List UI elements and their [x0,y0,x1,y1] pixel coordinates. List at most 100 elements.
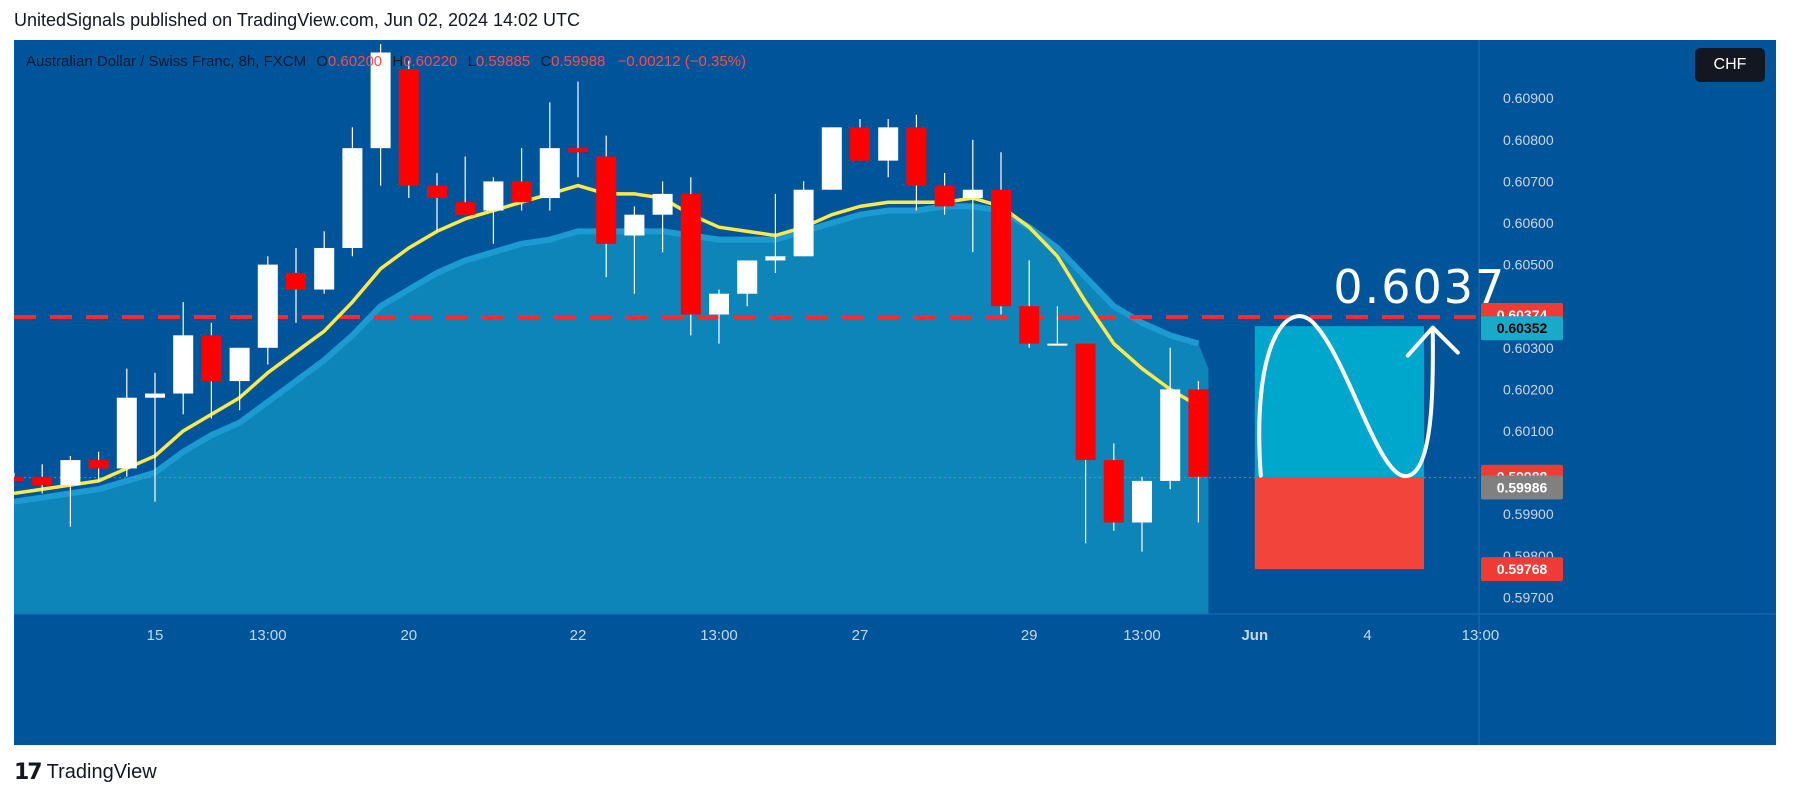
candle[interactable] [173,302,194,415]
projection-curve[interactable] [1257,314,1435,478]
price-tag-marker-bg [1481,475,1563,500]
price-tick-label: 0.60600 [1503,215,1554,231]
candle[interactable] [568,81,588,178]
candle-body [370,52,391,149]
candle[interactable] [1047,306,1068,346]
candle-body [934,185,955,207]
candle-body [680,193,701,315]
candle[interactable] [1132,476,1152,552]
candle[interactable] [709,289,729,344]
candle[interactable] [342,127,363,257]
candle-body [483,181,504,211]
publish-header: UnitedSignals published on TradingView.c… [14,10,581,30]
candle[interactable] [370,44,391,186]
candle[interactable] [821,127,842,190]
candle[interactable] [229,347,250,411]
footer-brand-name: TradingView [46,761,157,783]
time-tick-label: 15 [147,627,164,644]
candle[interactable] [850,119,870,161]
candle-body [116,397,137,469]
candle-body [342,148,363,248]
candle-body [60,460,81,486]
candle-body [88,460,109,469]
candle[interactable] [1160,347,1181,490]
candle-body [765,256,786,261]
candle-body [1075,343,1096,461]
candle[interactable] [624,206,645,294]
candle-body [173,335,194,394]
price-tick-label: 0.60700 [1503,173,1554,189]
candle[interactable] [286,247,306,323]
candle-body [596,156,617,244]
candle[interactable] [88,451,109,481]
candle-body [1019,306,1040,344]
time-tick-label: 4 [1363,627,1371,644]
candle[interactable] [398,60,419,199]
candle[interactable] [1075,343,1096,544]
candle[interactable] [1103,443,1124,531]
candle[interactable] [145,372,165,502]
time-tick-label: 20 [400,627,417,644]
candle[interactable] [765,193,786,273]
price-tag-marker-text: 0.59986 [1497,480,1548,496]
chart-pane[interactable]: 0.60900 0.60800 0.60700 0.60600 0.60500 0.603… [14,40,1776,745]
footer-branding[interactable]: 17 TradingView [14,760,157,785]
candle[interactable] [201,322,222,419]
candle[interactable] [483,177,504,244]
candle-body [314,247,335,290]
legend-symbol[interactable]: Australian Dollar / Swiss Franc, 8h, FXC… [26,53,307,70]
price-tick-label: 0.60500 [1503,257,1554,273]
candle-body [427,185,447,199]
candle[interactable] [314,231,335,294]
candlestick-chart[interactable]: 0.609000.608000.607000.606000.605000.603… [14,40,1776,745]
candle-body [539,148,560,199]
candle[interactable] [116,368,137,477]
candle[interactable] [1019,260,1040,348]
candle[interactable] [906,114,927,211]
candle[interactable] [878,119,899,178]
price-tag-ema: 0.60352 [1481,316,1563,341]
candle[interactable] [14,472,24,481]
candle[interactable] [455,156,476,215]
take-profit-zone[interactable] [1254,326,1424,478]
price-tick-label: 0.60100 [1503,423,1554,439]
candle[interactable] [737,260,758,307]
price-tick-label: 0.60800 [1503,132,1554,148]
price-tick-label: 0.59900 [1503,506,1554,522]
candle-body [737,260,758,294]
candle-body [455,202,476,215]
price-tag-stop: 0.59768 [1481,557,1563,582]
candle-body [1132,480,1152,523]
candle[interactable] [1188,381,1209,523]
legend-low-label: L [467,53,476,70]
candle[interactable] [680,177,701,336]
candle-body [878,127,899,161]
legend-high-value: 0.60220 [403,53,458,70]
candle[interactable] [427,173,447,232]
price-tick-label: 0.60200 [1503,381,1554,397]
candle[interactable] [511,148,532,211]
candle[interactable] [991,152,1011,315]
candle[interactable] [60,455,81,527]
candle[interactable] [793,181,814,257]
ohlc-legend: Australian Dollar / Swiss Franc, 8h, FXC… [26,53,746,70]
candle[interactable] [652,181,673,253]
candle-body [1047,343,1068,346]
time-tick-label: 27 [852,627,869,644]
candle-body [32,476,53,486]
candle-body [850,127,870,161]
target-price-label: 0.6037 [1333,260,1506,314]
candle[interactable] [539,102,560,211]
candle-body [962,189,983,199]
candle[interactable] [32,464,53,494]
currency-button[interactable]: CHF [1695,48,1765,82]
candle[interactable] [934,173,955,215]
price-tag-stop-bg [1481,557,1563,582]
legend-close-label: C [540,53,552,70]
candle[interactable] [596,135,617,278]
candle[interactable] [962,139,983,253]
candle[interactable] [257,256,278,365]
candle-body [568,148,588,153]
price-tag-ema-text: 0.60352 [1497,320,1548,336]
stop-loss-zone[interactable] [1254,477,1424,570]
